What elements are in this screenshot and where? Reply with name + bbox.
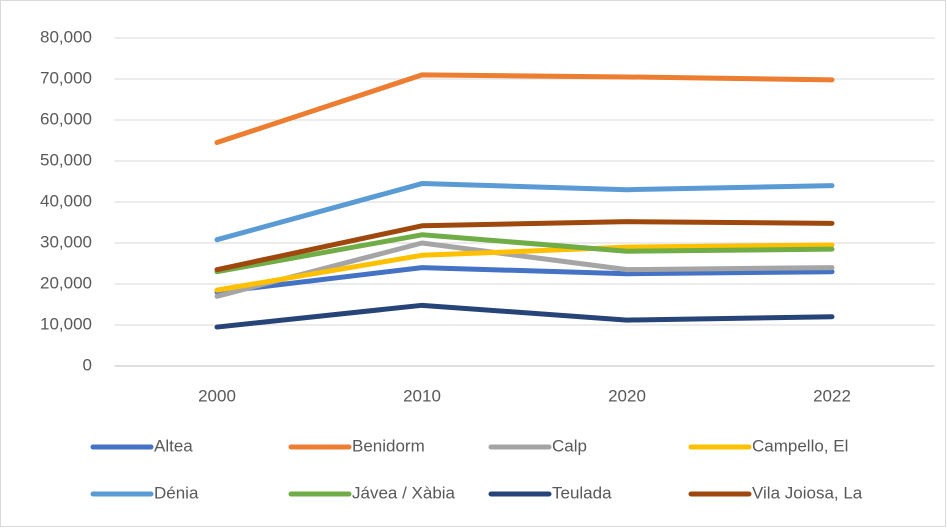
series-line <box>214 181 835 243</box>
y-tick-label: 40,000 <box>40 191 92 210</box>
x-tick-label: 2010 <box>403 386 441 405</box>
y-tick-label: 60,000 <box>40 109 92 128</box>
y-tick-label: 20,000 <box>40 273 92 292</box>
y-tick-label: 30,000 <box>40 232 92 251</box>
series-line <box>214 232 835 275</box>
x-tick-label: 2000 <box>198 386 236 405</box>
legend-label: Campello, El <box>752 436 848 455</box>
legend-label: Calp <box>552 436 587 455</box>
y-tick-label: 10,000 <box>40 314 92 333</box>
legend-label: Altea <box>154 436 193 455</box>
series-line <box>214 302 835 330</box>
series-line <box>214 240 835 299</box>
y-tick-label: 80,000 <box>40 27 92 46</box>
series-line <box>214 265 835 295</box>
legend-label: Dénia <box>154 483 199 502</box>
series-line <box>214 242 835 293</box>
series-line <box>214 72 835 146</box>
y-tick-label: 70,000 <box>40 68 92 87</box>
x-tick-label: 2022 <box>813 386 851 405</box>
legend-label: Vila Joiosa, La <box>752 483 863 502</box>
legend-label: Jávea / Xàbia <box>352 483 456 502</box>
y-tick-label: 0 <box>83 355 92 374</box>
series-line <box>214 219 835 273</box>
y-tick-label: 50,000 <box>40 150 92 169</box>
legend-label: Benidorm <box>352 436 425 455</box>
legend-label: Teulada <box>552 483 612 502</box>
x-tick-label: 2020 <box>608 386 646 405</box>
